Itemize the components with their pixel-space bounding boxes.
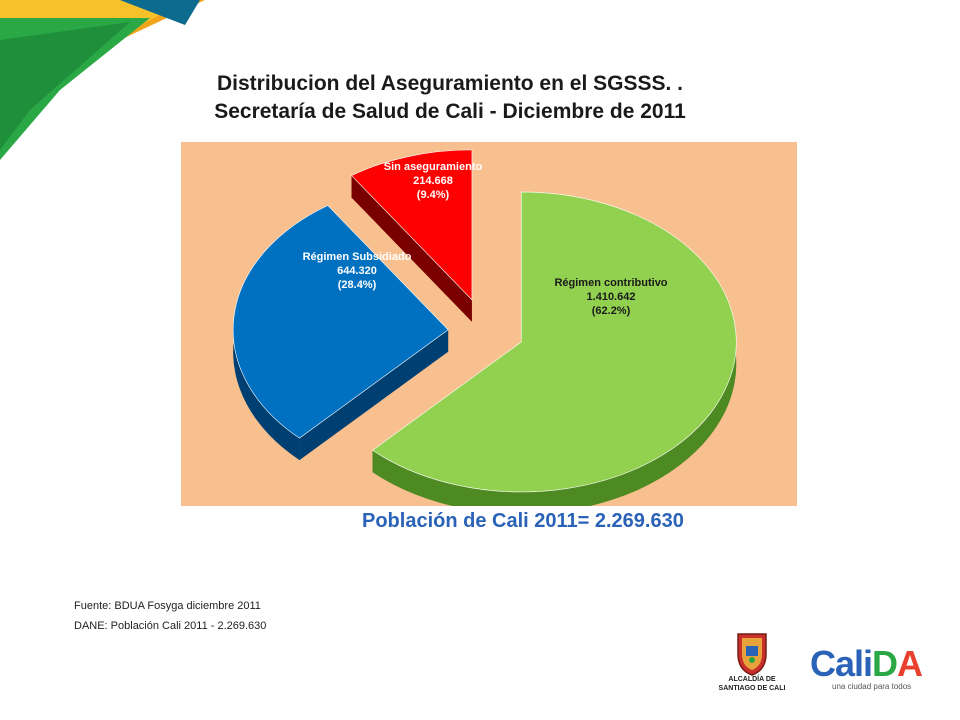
pie-chart: Régimen contributivo 1.410.642 (62.2%) Régi… (232, 149, 737, 506)
shield-icon (737, 633, 767, 676)
slice-label: Régimen Subsidiado 644.320 (28.4%) (303, 251, 412, 291)
slice-label: Sin aseguramiento 214.668 (9.4%) (384, 161, 483, 201)
pie-slice (372, 191, 737, 493)
pie-slice-wall (351, 175, 472, 322)
alcaldia-line-2: SANTIAGO DE CALI (718, 685, 786, 692)
pie-slice (232, 205, 449, 439)
alcaldia-line-1: ALCALDÍA DE (728, 676, 776, 683)
title-line-1: Distribucion del Aseguramiento en el SGS… (217, 72, 683, 95)
pie-slice-side (372, 191, 737, 506)
chart-title: Distribucion del Aseguramiento en el SGS… (150, 70, 750, 126)
pie-slice (351, 149, 473, 301)
slice-label: Régimen contributivo 1.410.642 (62.2%) (554, 277, 667, 317)
source-line-1: Fuente: BDUA Fosyga diciembre 2011 (74, 600, 261, 612)
calida-logo: CaliDA una ciudad para todos (808, 644, 932, 692)
population-total: Población de Cali 2011= 2.269.630 (362, 510, 684, 532)
calida-wordmark: CaliDA (810, 643, 923, 684)
title-line-2: Secretaría de Salud de Cali - Diciembre … (214, 100, 686, 123)
pie-slice-wall (299, 329, 449, 461)
corner-decoration (0, 0, 205, 160)
chart-panel: Régimen contributivo 1.410.642 (62.2%) Régi… (181, 142, 797, 506)
alcaldia-logo: ALCALDÍA DE SANTIAGO DE CALI (716, 632, 788, 694)
source-line-2: DANE: Población Cali 2011 - 2.269.630 (74, 620, 267, 632)
calida-tagline: una ciudad para todos (832, 682, 912, 691)
